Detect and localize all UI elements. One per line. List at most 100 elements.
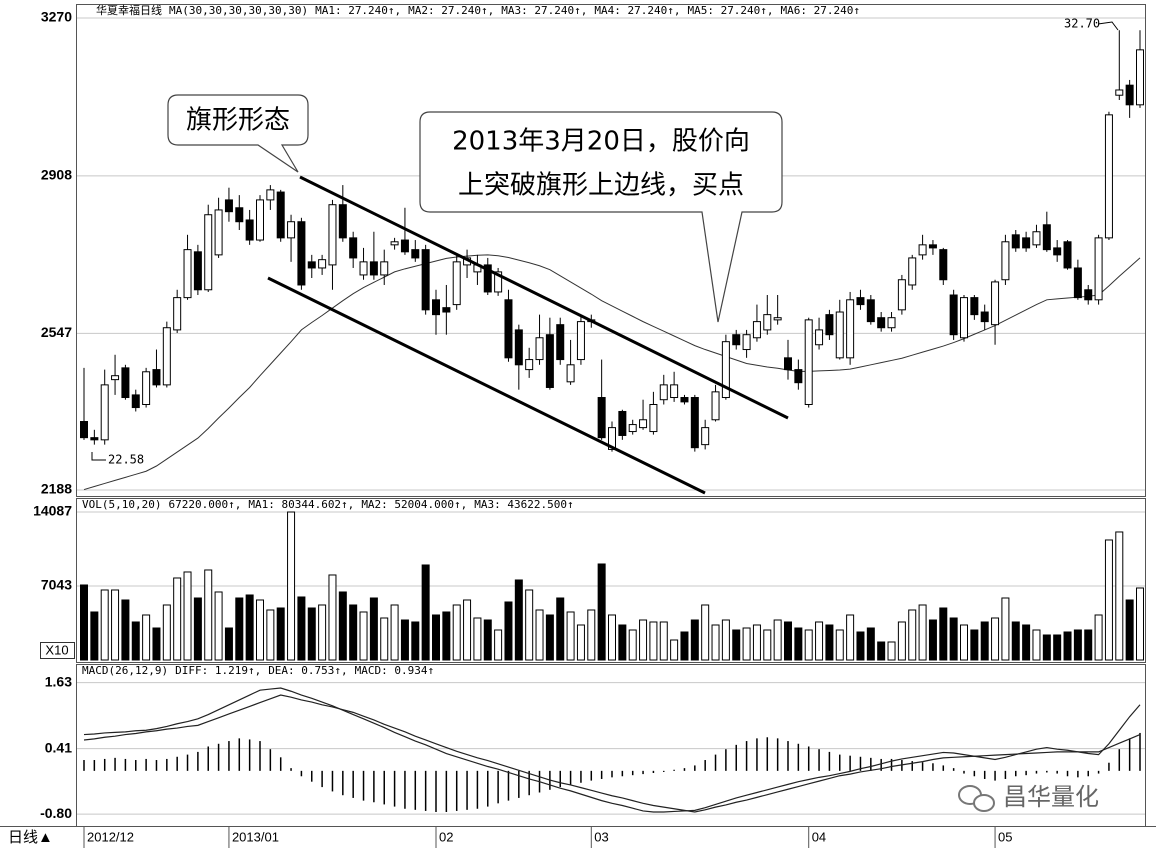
x-tick-label: 02 (439, 829, 453, 844)
volume-bar (991, 617, 1000, 661)
candle-body (670, 384, 679, 399)
candle-body (1053, 247, 1062, 256)
candle-body (359, 261, 368, 276)
candle-body (369, 261, 378, 276)
candle-body (659, 384, 668, 401)
volume-bar (670, 639, 679, 661)
candle-body (514, 329, 523, 366)
legend-item: MA5: 27.240↑, (687, 4, 773, 17)
volume-bar (421, 564, 430, 661)
legend-item: MA6: 27.240↑ (781, 4, 860, 17)
callout-box (167, 94, 309, 173)
candle-body (815, 329, 824, 346)
volume-bar (307, 607, 316, 661)
volume-bar (618, 624, 627, 661)
y-tick-label: 14087 (33, 503, 72, 519)
volume-bar (597, 563, 606, 661)
volume-bar (804, 629, 813, 661)
volume-bar (1094, 614, 1103, 661)
y-tick-label: -0.80 (40, 805, 72, 821)
volume-bar (338, 591, 347, 661)
volume-bar (711, 624, 720, 661)
unit-label: X10 (45, 642, 68, 657)
volume-bar (1022, 624, 1031, 661)
volume-bar (556, 597, 565, 661)
volume-bar (1001, 597, 1010, 661)
candle-body (980, 311, 989, 323)
volume-bar (494, 629, 503, 661)
candle-body (711, 391, 720, 421)
volume-bar (525, 589, 534, 661)
y-tick-label: 7043 (41, 577, 72, 593)
flag-lower-line (267, 276, 706, 495)
max-pointer (1097, 21, 1119, 31)
y-tick-label: 2188 (41, 481, 72, 497)
period-label[interactable]: 日线▲ (8, 829, 53, 846)
candle-body (949, 294, 958, 336)
volume-bar (204, 569, 213, 661)
candle-body (318, 259, 327, 269)
x-tick-label: 04 (812, 829, 826, 844)
volume-bar (1011, 621, 1020, 661)
candle-body (494, 271, 503, 293)
volume-bar (535, 609, 544, 661)
watermark: 昌华量化 (1003, 783, 1099, 811)
candle-body (1073, 267, 1082, 299)
candle-body (100, 384, 109, 441)
macd-line (83, 687, 1141, 813)
volume-bar (100, 589, 109, 661)
volume-bar (1042, 634, 1051, 661)
volume-bar (763, 629, 772, 661)
y-tick-label: 1.63 (45, 673, 72, 689)
candle-body (380, 261, 389, 276)
candle-body (628, 424, 637, 433)
candle-body (566, 364, 575, 383)
candle-body (483, 264, 492, 293)
candle-body (349, 237, 358, 259)
volume-bar (287, 511, 296, 661)
candle-body (939, 249, 948, 281)
candle-body (918, 244, 927, 256)
volume-bar (359, 611, 368, 661)
candle-body (825, 314, 834, 336)
volume-bar (1125, 599, 1134, 661)
volume-bar (245, 594, 254, 661)
candle-body (245, 219, 254, 241)
volume-bar (939, 607, 948, 661)
candle-body (193, 251, 202, 291)
volume-bar (732, 629, 741, 661)
legend-item: MA3: 27.240↑, (501, 4, 587, 17)
candle-body (908, 257, 917, 286)
candle-body (960, 297, 968, 339)
y-tick-label: 2547 (41, 324, 72, 340)
volume-bar (256, 599, 264, 661)
volume-bar (111, 589, 120, 661)
legend-item: MA2: 27.240↑, (408, 4, 494, 17)
volume-bar (131, 621, 140, 661)
volume-bar (400, 619, 409, 661)
volume-bar (784, 621, 792, 661)
volume-bar (649, 621, 658, 661)
volume-bar (80, 584, 88, 661)
volume-bar (380, 617, 389, 661)
volume-bar (690, 619, 699, 661)
candle-body (639, 419, 648, 429)
candle-body (887, 317, 896, 329)
volume-bar (659, 621, 668, 661)
candle-body (556, 324, 565, 361)
price-panel (76, 4, 1146, 497)
x-tick-label: 05 (998, 829, 1012, 844)
volume-bar (411, 621, 420, 661)
candle-body (752, 321, 761, 339)
macd-line (83, 694, 1141, 813)
volume-bar (773, 619, 782, 661)
candle-body (452, 261, 461, 306)
volume-bar (908, 609, 917, 661)
candle-body (794, 369, 803, 384)
candle-body (597, 397, 606, 439)
volume-panel (76, 498, 1146, 663)
volume-bar (856, 631, 865, 661)
candle-body (276, 191, 285, 239)
volume-bar (514, 579, 523, 661)
volume-bar (1136, 587, 1144, 661)
